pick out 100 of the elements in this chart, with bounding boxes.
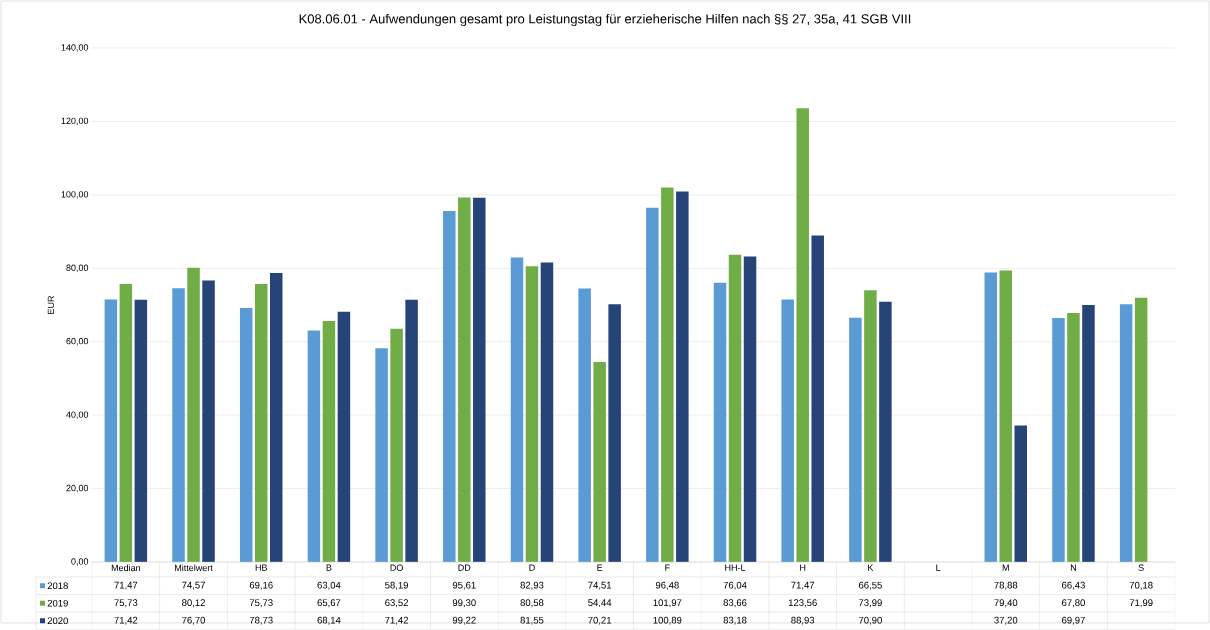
bar [405,299,418,563]
bar [661,187,674,563]
data-label: 58,19 [385,581,409,590]
data-label: 88,93 [791,616,815,625]
bar [104,299,118,563]
data-label: 68,14 [317,616,341,625]
bar [202,280,215,563]
x-tick-label: M [1002,564,1009,571]
bar [307,330,321,563]
bar [781,299,794,563]
bar [254,284,268,563]
bar [540,262,554,563]
bar [811,235,824,563]
bar [646,207,659,563]
data-label: 69,97 [1062,616,1085,625]
data-label: 66,43 [1062,581,1085,590]
data-label: 75,73 [114,599,138,608]
chart-title: K08.06.01 - Aufwendungen gesamt pro Leistungstag für erzieherische Hilfen nach §§ 27, 35a, 41 SGB VIII [299,14,911,27]
bar [1067,313,1080,563]
data-label: 71,99 [1129,599,1153,608]
bar [593,362,606,563]
data-label: 66,55 [859,581,882,590]
bar [999,270,1013,563]
data-label: 95,61 [452,581,476,590]
bar [458,197,471,563]
data-label: 76,70 [182,616,206,625]
data-label: 83,66 [723,599,747,608]
data-label: 67,80 [1062,599,1085,608]
bar [375,348,388,563]
y-axis-title: EUR [47,296,55,314]
legend-label: 2020 [47,617,68,625]
y-tick-label: 120,00 [61,117,89,126]
data-label: 100,89 [653,616,682,625]
data-label: 69,16 [249,581,273,590]
x-tick-label: HH-L [725,564,746,571]
x-tick-label: Median [111,564,141,572]
data-label: 74,51 [588,582,612,590]
bar [608,304,621,563]
data-label: 99,30 [452,599,476,608]
x-tick-label: N [1070,564,1076,571]
bar [525,266,539,563]
data-label: 70,90 [859,616,882,625]
bar [1052,318,1065,563]
y-tick-label: 100,00 [61,191,89,199]
bar [984,272,998,563]
data-label: 79,40 [994,599,1018,608]
data-label: 63,04 [317,581,341,590]
data-label: 123,56 [788,599,817,608]
y-tick-label: 40,00 [66,411,89,419]
bar [1014,425,1028,563]
data-label: 78,73 [249,616,273,625]
x-tick-label: E [597,564,603,571]
bar [322,321,336,563]
bar [172,288,185,563]
x-tick-label: H [800,564,806,571]
bar [713,282,727,563]
x-tick-label: S [1138,564,1144,572]
y-tick-label: 0,00 [71,558,89,566]
x-tick-label: K [868,564,874,571]
bar [119,284,133,563]
data-label: 76,04 [723,581,747,590]
data-label: 54,44 [588,599,612,608]
data-label: 101,97 [653,599,682,608]
y-tick-label: 80,00 [66,264,89,273]
legend-label: 2019 [47,600,68,607]
bar [743,256,757,563]
data-label: 71,47 [791,582,815,590]
bar [390,328,403,563]
bar [1119,304,1133,563]
bar [728,255,742,563]
x-tick-label: DD [458,564,471,571]
x-tick-label: F [665,564,670,571]
bar [1134,297,1148,563]
bar [849,317,862,563]
data-label: 82,93 [520,581,544,590]
data-label: 71,42 [114,616,138,625]
data-label: 96,48 [655,581,679,590]
data-label: 63,52 [385,599,409,608]
data-label: 99,22 [452,616,476,625]
bar [337,311,351,563]
y-tick-label: 140,00 [61,44,89,52]
bar [676,191,689,563]
data-label: 75,73 [249,599,273,608]
x-tick-label: D [529,564,535,571]
x-tick-label: DO [390,564,403,572]
bar [239,308,253,563]
data-label: 65,67 [317,599,341,608]
data-label: 74,57 [182,582,205,590]
data-label: 83,18 [723,616,747,625]
bar [864,290,877,563]
bar [443,211,456,563]
data-label: 73,99 [859,599,882,608]
bar [187,267,200,563]
bar [269,273,283,563]
data-label: 71,47 [114,582,138,590]
bar [134,299,148,563]
x-tick-label: Mittelwert [175,564,213,572]
bar [578,288,591,563]
y-tick-label: 20,00 [66,485,89,493]
x-tick-label: HB [255,564,268,571]
